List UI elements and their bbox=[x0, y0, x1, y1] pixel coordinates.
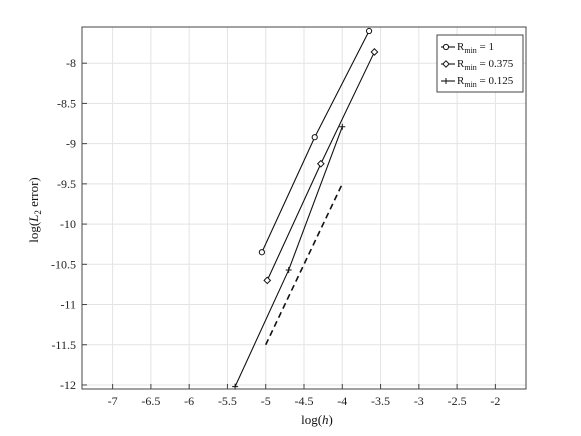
y-tick-label: -9 bbox=[66, 137, 76, 151]
y-tick-label: -11 bbox=[60, 298, 76, 312]
legend-label: Rmin = 0.125 bbox=[457, 75, 514, 89]
x-tick-label: -4.5 bbox=[295, 394, 314, 408]
x-tick-label: -3 bbox=[414, 394, 424, 408]
legend-entry: Rmin = 1 bbox=[441, 41, 494, 55]
y-tick-label: -10.5 bbox=[51, 257, 76, 271]
series-group bbox=[232, 27, 379, 390]
x-tick-label: -2 bbox=[490, 394, 500, 408]
x-tick-label: -6 bbox=[184, 394, 194, 408]
x-tick-label: -2.5 bbox=[448, 394, 467, 408]
series-line bbox=[261, 30, 370, 253]
y-axis-label: log(L2 error) bbox=[26, 177, 43, 243]
tick-labels: -7 -6.5 -6 -5.5 -5 -4.5 -4 -3.5 -3 -2.5 -2 -12 -11.5… bbox=[51, 56, 500, 408]
legend-label: Rmin = 1 bbox=[457, 41, 494, 55]
legend-marker bbox=[443, 78, 449, 84]
y-tick-label: -8 bbox=[66, 56, 76, 70]
legend: Rmin = 1 Rmin = 0.375 Rmin = 0.125 bbox=[436, 34, 524, 93]
series-line bbox=[234, 126, 343, 387]
legend-entry: Rmin = 0.375 bbox=[441, 58, 514, 72]
series-2 bbox=[263, 48, 379, 285]
data-point bbox=[311, 134, 318, 141]
y-tick-label: -8.5 bbox=[57, 96, 76, 110]
x-tick-label: -6.5 bbox=[141, 394, 160, 408]
series-1 bbox=[258, 27, 373, 256]
y-tick-label: -12 bbox=[60, 378, 76, 392]
data-point bbox=[365, 27, 373, 35]
x-axis-label: log(h) bbox=[301, 412, 333, 427]
data-point bbox=[339, 123, 346, 130]
legend-entry: Rmin = 0.125 bbox=[441, 75, 514, 89]
series-3 bbox=[232, 123, 346, 390]
x-tick-label: -3.5 bbox=[371, 394, 390, 408]
legend-marker bbox=[442, 60, 450, 68]
y-tick-label: -11.5 bbox=[51, 338, 76, 352]
x-tick-label: -5 bbox=[261, 394, 271, 408]
x-tick-label: -4 bbox=[337, 394, 347, 408]
tick-marks bbox=[82, 62, 496, 389]
data-point bbox=[285, 266, 292, 273]
legend-marker bbox=[442, 43, 450, 51]
y-tick-label: -9.5 bbox=[57, 177, 76, 191]
data-point bbox=[258, 249, 265, 256]
data-point bbox=[316, 159, 325, 168]
legend-label: Rmin = 0.375 bbox=[457, 58, 514, 72]
x-tick-label: -5.5 bbox=[218, 394, 237, 408]
x-tick-label: -7 bbox=[108, 394, 118, 408]
y-tick-label: -10 bbox=[60, 217, 76, 231]
data-point bbox=[370, 48, 379, 56]
data-point bbox=[263, 276, 272, 285]
